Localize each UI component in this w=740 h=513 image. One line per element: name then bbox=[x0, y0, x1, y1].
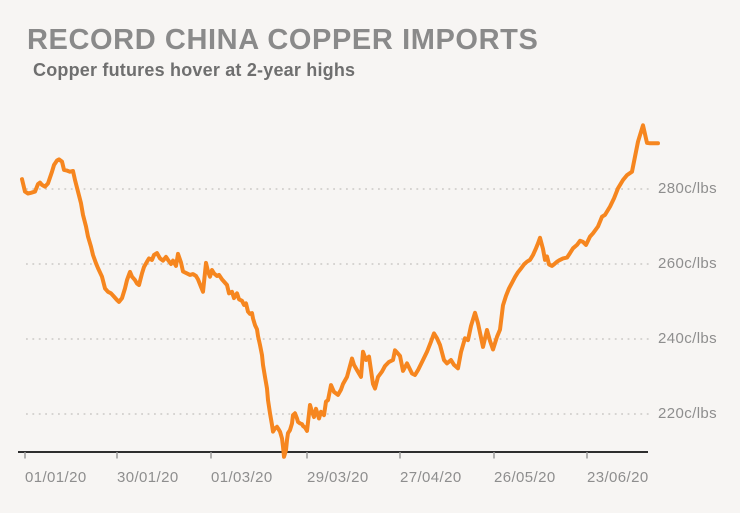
x-axis-label-6: 23/06/20 bbox=[587, 469, 649, 486]
x-axis-label-0: 01/01/20 bbox=[25, 469, 87, 486]
x-axis-label-5: 26/05/20 bbox=[494, 469, 556, 486]
y-axis-label-280: 280c/lbs bbox=[658, 180, 718, 197]
x-axis-label-2: 01/03/20 bbox=[211, 469, 273, 486]
y-axis-label-240: 240c/lbs bbox=[658, 330, 718, 347]
x-axis-label-3: 29/03/20 bbox=[307, 469, 369, 486]
x-axis-label-1: 30/01/20 bbox=[117, 469, 179, 486]
chart-subtitle: Copper futures hover at 2-year highs bbox=[33, 60, 356, 80]
y-axis-label-260: 260c/lbs bbox=[658, 255, 718, 272]
chart-title: RECORD CHINA COPPER IMPORTS bbox=[27, 24, 539, 56]
price-line-series bbox=[20, 123, 660, 459]
y-axis-label-220: 220c/lbs bbox=[658, 405, 718, 422]
x-axis-label-4: 27/04/20 bbox=[400, 469, 462, 486]
